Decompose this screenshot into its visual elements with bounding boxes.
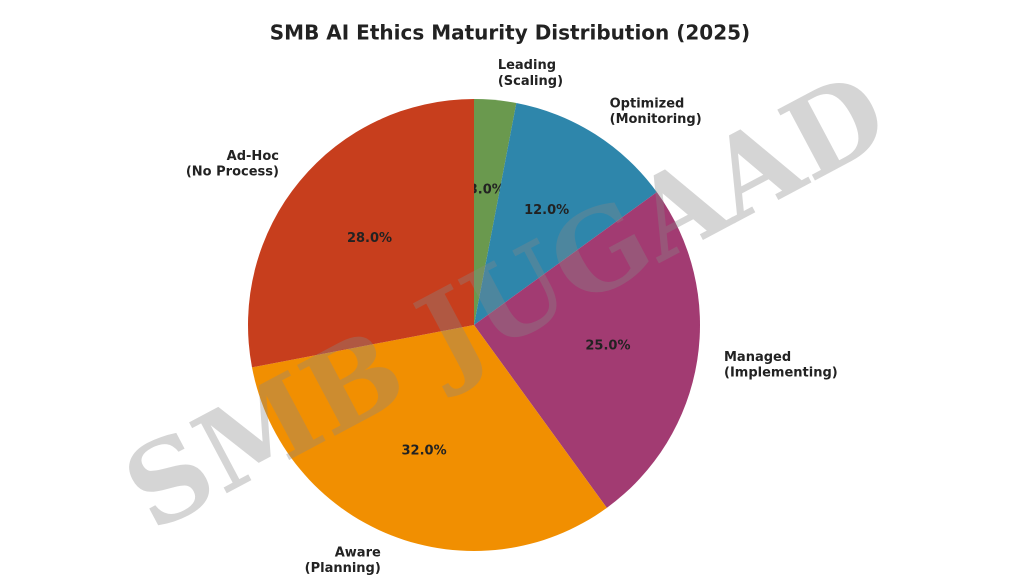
pie-slice <box>474 192 701 508</box>
pie-slice <box>252 325 607 551</box>
chart-title: SMB AI Ethics Maturity Distribution (202… <box>270 21 750 45</box>
pie-slice <box>474 103 657 325</box>
pie-slice <box>247 99 474 368</box>
value-label: 25.0% <box>585 339 630 354</box>
value-label: 12.0% <box>524 203 569 218</box>
category-label: Aware (Planning) <box>305 545 381 576</box>
value-label: 32.0% <box>402 444 447 459</box>
category-label: Ad-Hoc (No Process) <box>186 148 279 179</box>
category-label: Managed (Implementing) <box>724 349 838 380</box>
value-label: 3.0% <box>469 183 505 198</box>
pie-slice <box>474 99 517 325</box>
value-label: 28.0% <box>347 231 392 246</box>
category-label: Optimized (Monitoring) <box>610 96 702 127</box>
category-label: Leading (Scaling) <box>498 58 563 89</box>
